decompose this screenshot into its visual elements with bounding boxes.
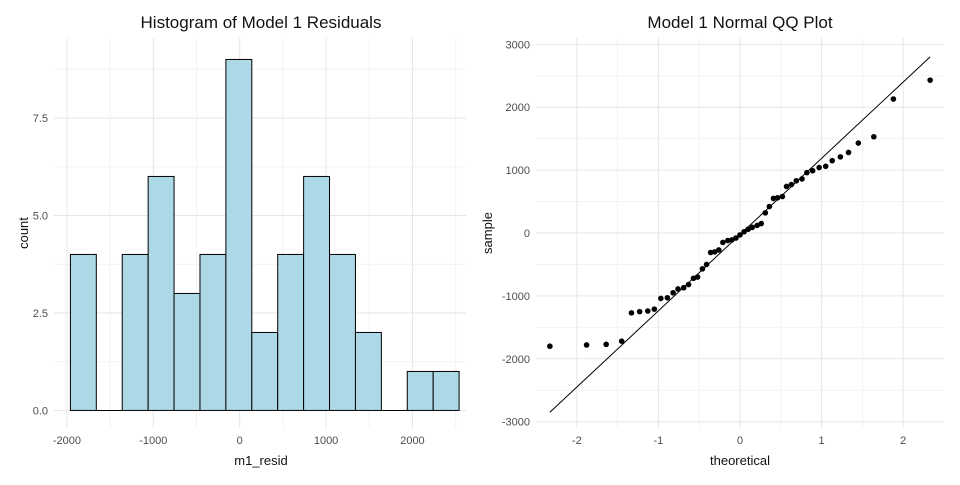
qq-point [675,286,681,292]
qq-point [779,193,786,200]
qq-point [783,183,790,190]
qq-point [703,261,710,268]
qq-point [837,154,844,160]
qq-y-tick-label: 3000 [506,39,530,51]
qq-y-axis-title: sample [480,212,495,254]
qq-point [829,157,836,164]
qq-point [816,164,822,171]
qq-point [890,96,897,102]
histogram-y-tick-label: 2.5 [33,308,48,320]
qq-y-tick-label: 1000 [506,165,530,177]
qq-point [762,210,769,216]
qq-y-tick-label: -3000 [502,417,530,429]
qq-x-tick-labels: -2 -1 0 1 2 [572,435,906,447]
histogram-bar [277,253,305,411]
histogram-bar [147,175,175,411]
histogram-x-tick-label: 0 [237,435,243,447]
qq-point [685,281,692,288]
qq-point [618,338,625,344]
qq-point [715,247,722,253]
qq-point [670,289,676,296]
histogram-panel: -2000 -1000 0 1000 2000 0.0 2.5 5.0 7.5 Histogr… [16,13,466,468]
qq-point [733,235,739,241]
qq-point [680,284,687,291]
qq-point [845,149,852,156]
qq-x-axis-title: theoretical [710,453,770,468]
qq-plot-panel: -2 -1 0 1 2 -3000 -2000 -1000 0 1000 2000 3000 Mod… [480,13,944,468]
qq-point [644,308,651,314]
qq-point [749,224,756,231]
histogram-y-tick-label: 0.0 [33,405,48,417]
histogram-bar [173,292,201,411]
qq-x-tick-label: 1 [819,435,825,447]
qq-y-tick-label: 2000 [506,102,530,114]
histogram-x-axis-title: m1_resid [234,453,287,468]
histogram-y-tick-label: 5.0 [33,210,48,222]
histogram-x-tick-labels: -2000 -1000 0 1000 2000 [53,435,425,447]
qq-point [699,266,706,272]
histogram-bar [69,253,97,411]
qq-point [804,169,810,176]
qq-point [720,239,726,246]
histogram-bar [251,331,279,411]
qq-point [547,343,553,350]
histogram-bar [121,253,149,411]
histogram-y-tick-label: 7.5 [33,113,48,125]
qq-point [636,308,643,315]
histogram-bar [199,253,227,411]
qq-y-tick-label: 0 [524,228,530,240]
histogram-bar [303,175,331,411]
qq-title: Model 1 Normal QQ Plot [647,13,832,32]
qq-x-tick-label: -1 [654,435,664,447]
histogram-title: Histogram of Model 1 Residuals [141,13,382,32]
qq-point [628,310,635,316]
qq-point [799,176,805,182]
qq-point [658,295,664,302]
qq-x-tick-label: 2 [900,435,906,447]
qq-point [694,274,701,280]
qq-point [788,181,795,188]
qq-point [871,133,877,140]
histogram-x-tick-label: -2000 [53,435,81,447]
qq-points [547,77,933,350]
histogram-bar [432,370,460,411]
qq-point [855,140,862,146]
qq-point [822,163,829,170]
qq-point [766,203,773,210]
qq-y-tick-label: -2000 [502,354,530,366]
histogram-bars [69,58,460,411]
qq-point [741,228,747,235]
qq-point [774,194,781,201]
qq-point [927,77,933,83]
qq-x-tick-label: 0 [737,435,743,447]
qq-point [758,220,765,227]
histogram-bar [354,331,382,411]
qq-point [809,167,816,174]
histogram-x-tick-label: 1000 [314,435,338,447]
histogram-bar [329,253,356,411]
histogram-x-tick-label: -1000 [139,435,167,447]
qq-point [664,294,671,301]
qq-y-tick-label: -1000 [502,291,530,303]
qq-y-tick-labels: -3000 -2000 -1000 0 1000 2000 3000 [502,39,530,428]
qq-point [793,177,800,184]
histogram-bar [406,370,434,411]
histogram-bar [225,58,253,411]
histogram-x-tick-label: 2000 [400,435,424,447]
histogram-y-axis-title: count [16,217,31,249]
qq-point [651,306,658,312]
qq-x-tick-label: -2 [572,435,582,447]
qq-point [603,341,609,348]
histogram-y-tick-labels: 0.0 2.5 5.0 7.5 [33,113,48,418]
qq-point [583,342,590,348]
qq-point [737,232,743,238]
